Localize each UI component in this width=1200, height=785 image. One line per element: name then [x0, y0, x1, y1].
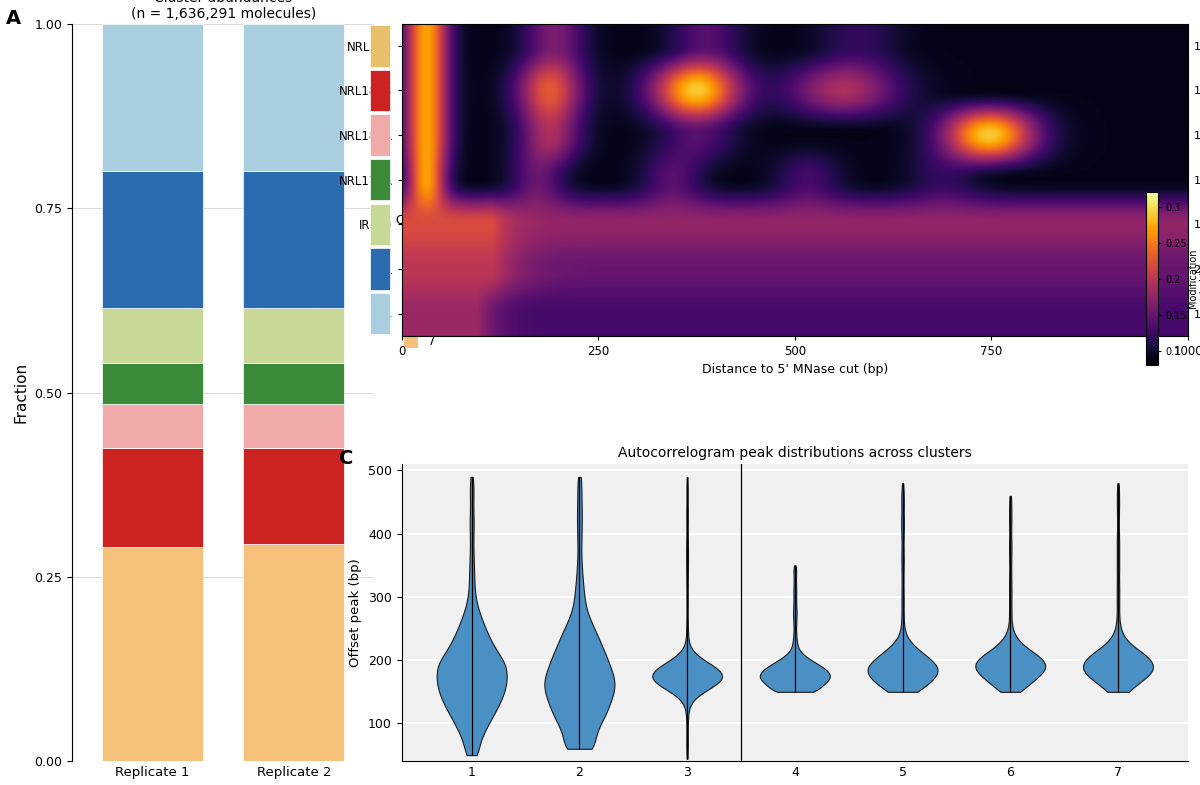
X-axis label: Distance to 5' MNase cut (bp): Distance to 5' MNase cut (bp) [702, 363, 888, 377]
Text: Modification
probability: Modification probability [1188, 249, 1200, 309]
Bar [244, 544, 344, 761]
Y-axis label: Offset peak (bp): Offset peak (bp) [349, 558, 362, 667]
FancyBboxPatch shape [371, 293, 390, 334]
FancyBboxPatch shape [371, 203, 390, 245]
Bar [244, 448, 344, 544]
Bar [102, 447, 203, 547]
Bar [102, 308, 203, 363]
Text: B: B [347, 0, 361, 2]
FancyBboxPatch shape [371, 70, 390, 111]
FancyBboxPatch shape [371, 115, 390, 156]
Bar [244, 403, 344, 447]
FancyBboxPatch shape [371, 248, 390, 290]
Title: Cluster abundances
(n = 1,636,291 molecules): Cluster abundances (n = 1,636,291 molecu… [131, 0, 316, 21]
FancyBboxPatch shape [371, 25, 390, 67]
Bar [244, 24, 344, 171]
Bar [102, 363, 203, 403]
Bar [244, 363, 344, 403]
FancyBboxPatch shape [371, 159, 390, 200]
Text: A: A [6, 9, 20, 27]
Bar [102, 547, 203, 761]
Bar [102, 24, 203, 171]
Legend: 1, 2, 3, 4, 5, 6, 7: 1, 2, 3, 4, 5, 6, 7 [396, 214, 444, 348]
Title: Autocorrelogram peak distributions across clusters: Autocorrelogram peak distributions acros… [618, 446, 972, 460]
Bar [102, 171, 203, 308]
Bar [244, 171, 344, 308]
Y-axis label: Fraction: Fraction [13, 362, 29, 423]
Bar [244, 308, 344, 363]
Bar [102, 403, 203, 447]
Text: C: C [338, 449, 353, 468]
